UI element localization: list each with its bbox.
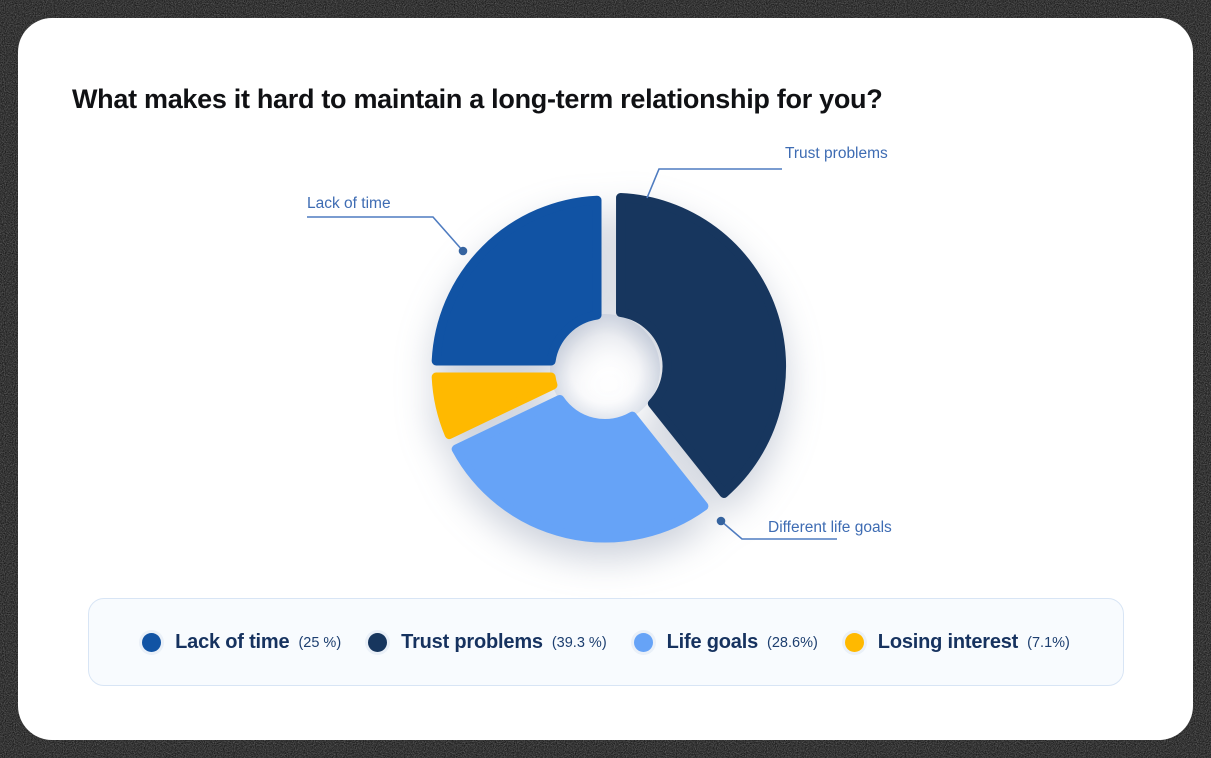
donut-hole (550, 314, 660, 424)
slice-losing-interest (431, 372, 558, 440)
donut-chart (307, 168, 837, 543)
legend-item-life-goals: Life goals (28.6%) (633, 630, 818, 654)
legend-dot-losing-interest-icon (844, 632, 864, 652)
legend-percent: (28.6%) (767, 635, 818, 651)
slice-lack-of-time (431, 195, 602, 366)
legend-dot-lack-of-time-icon (142, 632, 162, 652)
chart-title: What makes it hard to maintain a long-te… (72, 84, 883, 115)
legend-item-trust-problems: Trust problems (39.3 %) (368, 631, 607, 654)
legend-dot-trust-problems-icon (368, 632, 388, 652)
callout-lack-of-time: Lack of time (307, 195, 391, 212)
legend-label: Lack of time (175, 630, 290, 653)
callout-different-life-goals: Different life goals (768, 519, 892, 536)
legend-dot-life-goals-icon (633, 632, 653, 652)
survey-result-card: What makes it hard to maintain a long-te… (18, 18, 1193, 740)
slice-trust-problems (616, 193, 787, 498)
legend-percent: (25 %) (298, 635, 342, 651)
legend-item-lack-of-time: Lack of time (25 %) (142, 631, 341, 654)
legend-item-losing-interest: Losing interest (7.1%) (844, 630, 1070, 654)
slice-life-goals (451, 394, 709, 543)
donut-slices (431, 193, 787, 543)
legend-percent: (7.1%) (1027, 635, 1070, 651)
legend-label: Losing interest (877, 630, 1019, 653)
legend-label: Trust problems (401, 630, 543, 653)
legend-label: Life goals (666, 630, 759, 653)
legend-percent: (39.3 %) (551, 635, 607, 651)
legend: Lack of time (25 %) Trust problems (39.3… (88, 598, 1124, 686)
callout-lines (307, 168, 837, 540)
callout-trust-problems: Trust problems (785, 145, 888, 162)
